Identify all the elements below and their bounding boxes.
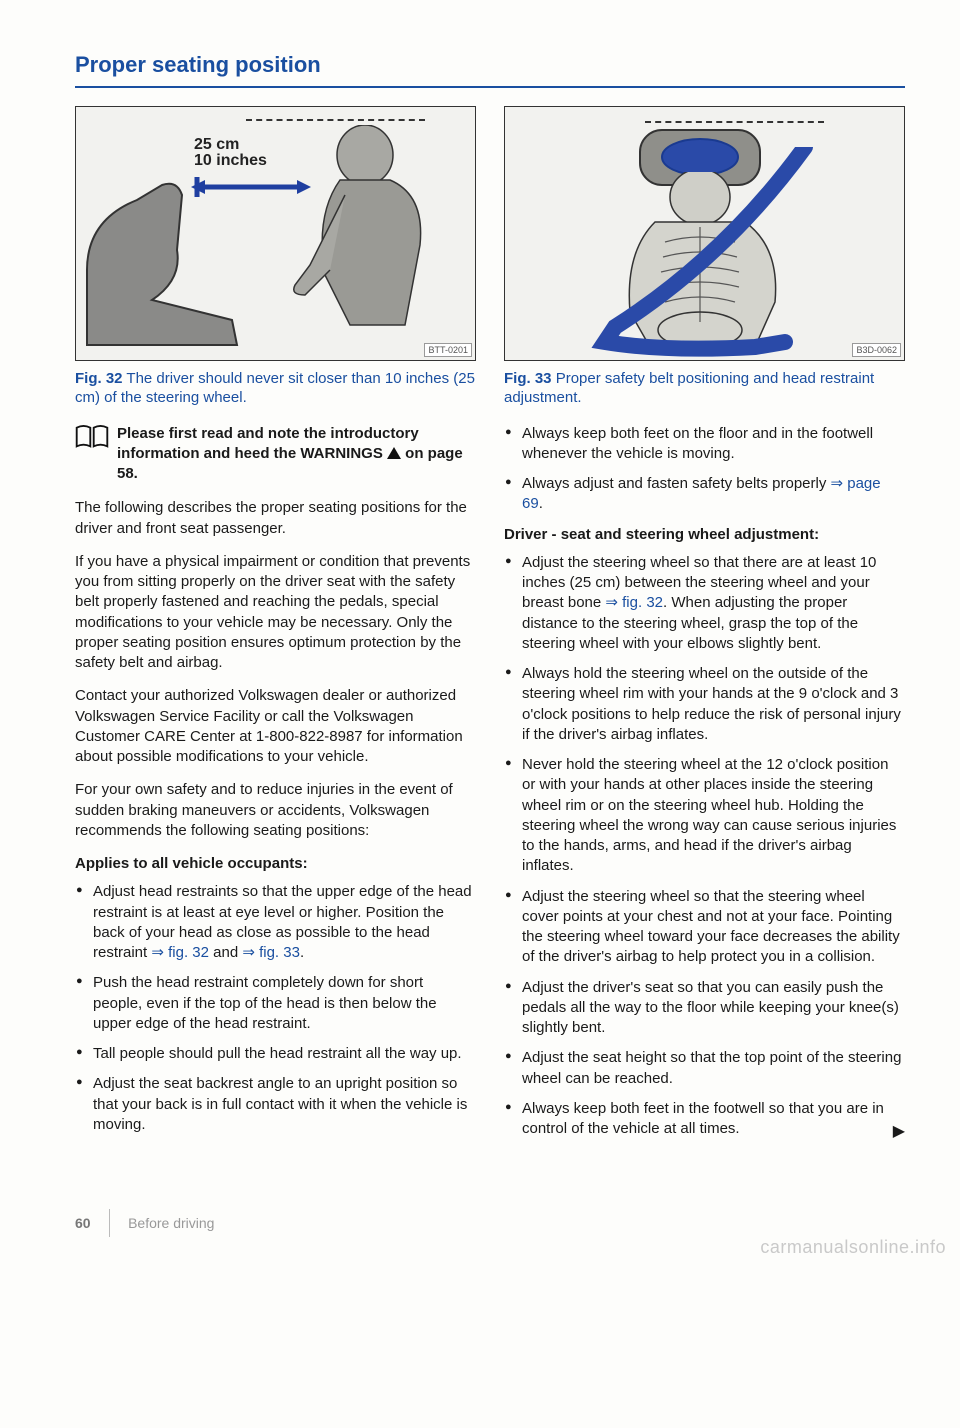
fig-link: ⇒ fig. 32 — [151, 944, 209, 961]
subheading-all-occupants: Applies to all vehicle occupants: — [75, 854, 476, 874]
left-column: 25 cm 10 inches BTT-0201 Fig. 32 The dri… — [75, 106, 476, 1150]
dashed-guideline — [246, 119, 425, 121]
distance-cm: 25 cm — [194, 137, 267, 154]
figure-id-tag: B3D-0062 — [852, 343, 901, 357]
list-item: Tall people should pull the head restrai… — [75, 1044, 476, 1064]
list-item: Never hold the steering wheel at the 12 … — [504, 755, 905, 877]
fig-link: ⇒ fig. 32 — [605, 594, 663, 611]
footer-section-name: Before driving — [128, 1214, 214, 1233]
page-number: 60 — [75, 1214, 91, 1233]
continue-arrow-icon: ▶ — [893, 1121, 905, 1143]
list-item: Adjust the steering wheel so that the st… — [504, 887, 905, 968]
bullet-text: Always keep both feet in the footwell so… — [522, 1100, 884, 1137]
book-icon — [75, 424, 109, 450]
list-item: Push the head restraint completely down … — [75, 973, 476, 1034]
paragraph: Contact your authorized Volkswagen deale… — [75, 686, 476, 767]
list-item: Adjust the seat backrest angle to an upr… — [75, 1074, 476, 1135]
seatbelt-icon — [575, 147, 835, 357]
figure-33: B3D-0062 — [504, 106, 905, 361]
figure-32: 25 cm 10 inches BTT-0201 — [75, 106, 476, 361]
list-item: Always keep both feet on the floor and i… — [504, 424, 905, 465]
figure-32-caption: Fig. 32 The driver should never sit clos… — [75, 369, 476, 408]
bullet-text: Always adjust and fasten safety belts pr… — [522, 475, 831, 492]
list-item: Adjust the driver's seat so that you can… — [504, 978, 905, 1039]
bullet-text: . — [539, 495, 543, 512]
list-item: Adjust head restraints so that the upper… — [75, 882, 476, 963]
distance-label: 25 cm 10 inches — [194, 137, 267, 171]
seat-icon — [82, 180, 242, 350]
list-item: Always keep both feet in the footwell so… — [504, 1099, 905, 1140]
figure-label: Fig. 33 — [504, 370, 552, 387]
note-part-1: Please first read and note the introduct… — [117, 425, 419, 462]
paragraph: The following describes the proper seati… — [75, 498, 476, 539]
bullet-text: . — [300, 944, 304, 961]
distance-in: 10 inches — [194, 153, 267, 170]
figure-label: Fig. 32 — [75, 370, 123, 387]
figure-id-tag: BTT-0201 — [424, 343, 472, 357]
subheading-driver: Driver - seat and steering wheel adjustm… — [504, 525, 905, 545]
figure-caption-text: Proper safety belt positioning and head … — [504, 370, 874, 407]
note-text: Please first read and note the introduct… — [117, 424, 476, 485]
bullet-text: and — [209, 944, 242, 961]
figure-caption-text: The driver should never sit closer than … — [75, 370, 475, 407]
watermark: carmanualsonline.info — [760, 1235, 946, 1259]
right-column: B3D-0062 Fig. 33 Proper safety belt posi… — [504, 106, 905, 1150]
figure-33-caption: Fig. 33 Proper safety belt positioning a… — [504, 369, 905, 408]
fig-link: ⇒ fig. 33 — [242, 944, 300, 961]
bullet-list-all-continued: Always keep both feet on the floor and i… — [504, 424, 905, 515]
list-item: Adjust the seat height so that the top p… — [504, 1048, 905, 1089]
page-footer: 60 Before driving — [75, 1209, 905, 1237]
note-row: Please first read and note the introduct… — [75, 424, 476, 485]
dashed-guideline — [645, 121, 824, 123]
bullet-list-all: Adjust head restraints so that the upper… — [75, 882, 476, 1135]
bullet-list-driver: Adjust the steering wheel so that there … — [504, 553, 905, 1140]
warning-triangle-icon — [387, 445, 401, 457]
list-item: Always hold the steering wheel on the ou… — [504, 664, 905, 745]
list-item: Always adjust and fasten safety belts pr… — [504, 474, 905, 515]
paragraph: If you have a physical impairment or con… — [75, 552, 476, 674]
paragraph: For your own safety and to reduce injuri… — [75, 780, 476, 841]
section-title: Proper seating position — [75, 50, 905, 88]
two-column-layout: 25 cm 10 inches BTT-0201 Fig. 32 The dri… — [75, 106, 905, 1150]
footer-divider — [109, 1209, 111, 1237]
list-item: Adjust the steering wheel so that there … — [504, 553, 905, 654]
driver-torso-icon — [285, 125, 435, 335]
